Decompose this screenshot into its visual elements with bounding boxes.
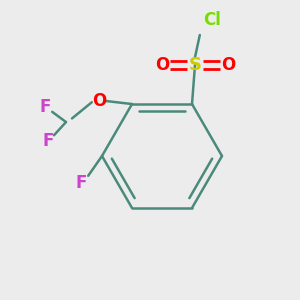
- Text: O: O: [92, 92, 106, 110]
- Text: S: S: [188, 56, 202, 74]
- Text: F: F: [42, 132, 54, 150]
- Text: F: F: [39, 98, 51, 116]
- Text: F: F: [75, 174, 87, 192]
- Text: O: O: [221, 56, 235, 74]
- Text: Cl: Cl: [203, 11, 221, 29]
- Text: O: O: [155, 56, 169, 74]
